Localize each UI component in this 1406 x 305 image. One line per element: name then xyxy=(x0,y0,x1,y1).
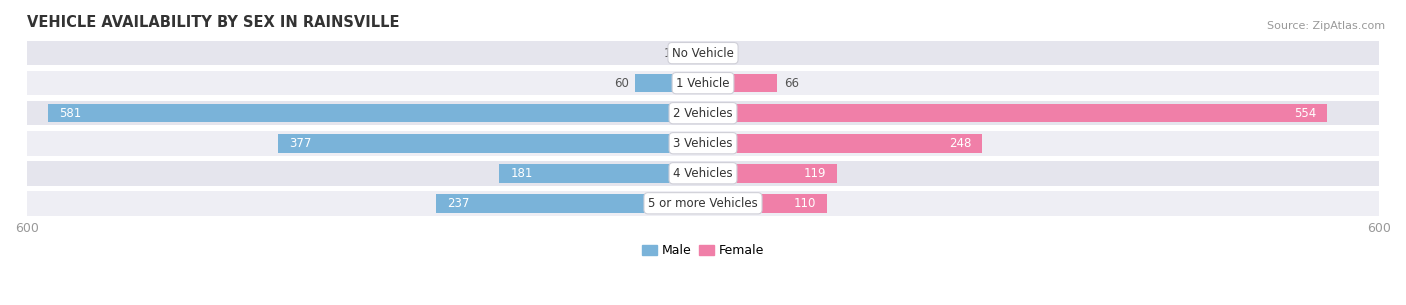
Text: 4 Vehicles: 4 Vehicles xyxy=(673,167,733,180)
Bar xyxy=(278,134,703,152)
Text: VEHICLE AVAILABILITY BY SEX IN RAINSVILLE: VEHICLE AVAILABILITY BY SEX IN RAINSVILL… xyxy=(27,15,399,30)
Bar xyxy=(636,74,703,92)
Text: Source: ZipAtlas.com: Source: ZipAtlas.com xyxy=(1267,21,1385,31)
Bar xyxy=(27,191,1379,216)
Text: 110: 110 xyxy=(793,197,815,210)
Text: 581: 581 xyxy=(59,107,82,120)
Bar xyxy=(703,104,1327,123)
Bar xyxy=(703,134,983,152)
Text: 66: 66 xyxy=(785,77,799,90)
Bar xyxy=(703,194,827,213)
Bar xyxy=(703,74,778,92)
Text: 554: 554 xyxy=(1294,107,1316,120)
Text: 5 or more Vehicles: 5 or more Vehicles xyxy=(648,197,758,210)
Text: 16: 16 xyxy=(664,47,678,59)
Text: 248: 248 xyxy=(949,137,972,150)
Text: No Vehicle: No Vehicle xyxy=(672,47,734,59)
Text: 119: 119 xyxy=(803,167,825,180)
Legend: Male, Female: Male, Female xyxy=(637,239,769,263)
Bar xyxy=(436,194,703,213)
Text: 237: 237 xyxy=(447,197,470,210)
Text: 3 Vehicles: 3 Vehicles xyxy=(673,137,733,150)
Bar xyxy=(48,104,703,123)
Bar xyxy=(27,161,1379,185)
Text: 1 Vehicle: 1 Vehicle xyxy=(676,77,730,90)
Bar xyxy=(27,101,1379,125)
Bar xyxy=(27,131,1379,156)
Bar xyxy=(703,164,837,183)
Bar xyxy=(27,41,1379,66)
Text: 181: 181 xyxy=(510,167,533,180)
Bar xyxy=(499,164,703,183)
Text: 0: 0 xyxy=(710,47,717,59)
Bar xyxy=(685,44,703,63)
Text: 2 Vehicles: 2 Vehicles xyxy=(673,107,733,120)
Bar xyxy=(27,71,1379,95)
Text: 377: 377 xyxy=(290,137,312,150)
Text: 60: 60 xyxy=(614,77,628,90)
